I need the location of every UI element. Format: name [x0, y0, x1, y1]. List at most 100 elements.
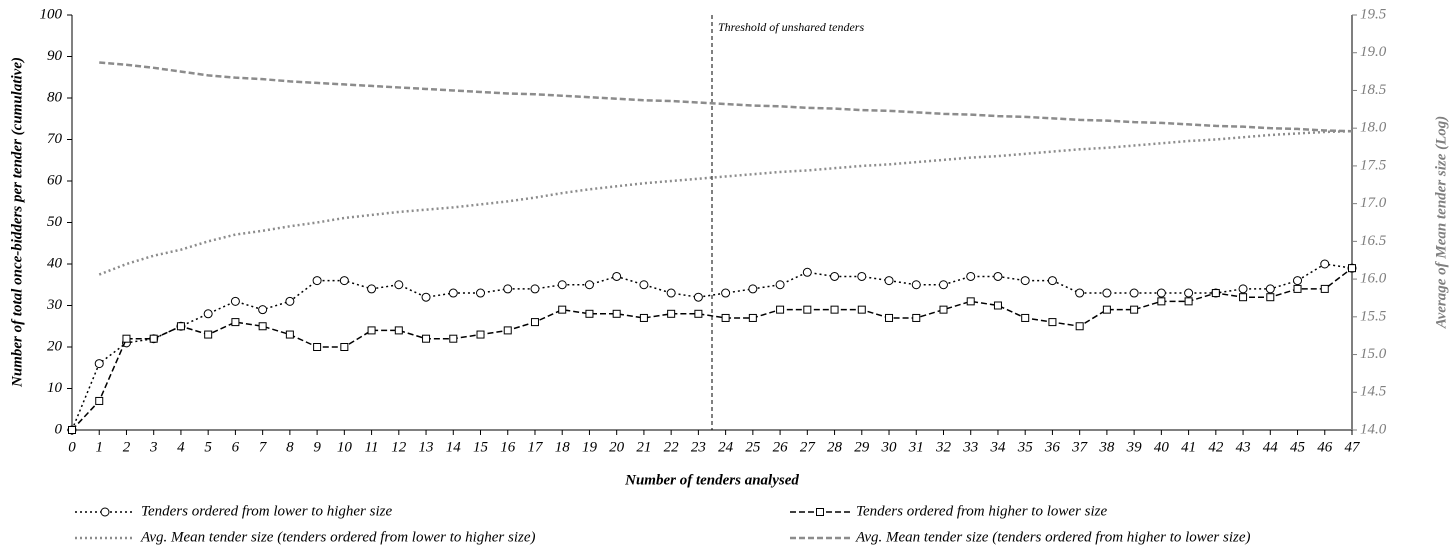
x-tick-label: 0 — [68, 439, 76, 455]
x-tick-label: 1 — [95, 439, 103, 455]
data-point — [530, 318, 539, 327]
x-tick-label: 35 — [1017, 439, 1034, 455]
threshold-label: Threshold of unshared tenders — [718, 20, 864, 34]
y2-axis-label: Average of Mean tender size (Log) — [1433, 116, 1449, 330]
data-point — [1075, 288, 1085, 298]
data-point — [584, 280, 594, 290]
y-axis-label: Number of total once-bidders per tender … — [9, 57, 25, 388]
y-tick-label: 0 — [55, 421, 63, 437]
data-point — [1239, 293, 1248, 302]
y-tick-label: 70 — [47, 131, 63, 147]
data-point — [230, 296, 240, 306]
x-tick-label: 26 — [773, 439, 789, 455]
x-tick-label: 42 — [1208, 439, 1224, 455]
x-tick-label: 21 — [636, 439, 651, 455]
y-tick-label: 30 — [46, 297, 63, 313]
y-tick-label: 10 — [47, 380, 63, 396]
x-tick-label: 23 — [691, 439, 706, 455]
data-point — [68, 426, 76, 434]
x-tick-label: 17 — [527, 439, 544, 455]
x-tick-label: 13 — [419, 439, 434, 455]
data-point — [666, 288, 676, 298]
x-tick-label: 32 — [935, 439, 952, 455]
data-point — [176, 322, 185, 331]
x-tick-label: 38 — [1098, 439, 1115, 455]
x-tick-label: 41 — [1181, 439, 1196, 455]
data-point — [203, 309, 213, 319]
y-tick-label: 20 — [47, 338, 63, 354]
data-point — [884, 276, 894, 286]
data-point — [966, 297, 975, 306]
data-point — [313, 343, 322, 351]
x-tick-label: 28 — [827, 439, 843, 455]
x-tick-label: 44 — [1263, 439, 1279, 455]
y2-tick-label: 19.5 — [1360, 6, 1387, 22]
y-tick-label: 80 — [47, 89, 63, 105]
data-point — [476, 330, 485, 339]
x-tick-label: 45 — [1290, 439, 1306, 455]
x-tick-label: 19 — [582, 439, 598, 455]
data-point — [939, 305, 948, 314]
x-tick-label: 39 — [1126, 439, 1143, 455]
x-tick-label: 11 — [365, 439, 379, 455]
data-point — [285, 330, 294, 339]
data-point — [721, 288, 731, 298]
data-point — [1157, 297, 1166, 306]
data-point — [966, 271, 976, 281]
x-tick-label: 18 — [555, 439, 571, 455]
data-point — [340, 343, 349, 351]
data-point — [802, 267, 812, 277]
data-point — [1266, 293, 1275, 302]
series-line — [99, 61, 1353, 133]
data-point — [94, 359, 104, 369]
data-point — [1293, 276, 1303, 286]
data-point — [803, 305, 812, 314]
x-tick-label: 6 — [232, 439, 240, 455]
data-point — [1211, 289, 1220, 298]
data-point — [993, 301, 1002, 310]
data-point — [1320, 284, 1329, 293]
y2-tick-label: 15.0 — [1360, 346, 1387, 362]
legend-label: Tenders ordered from lower to higher siz… — [141, 503, 392, 519]
x-tick-label: 5 — [204, 439, 212, 455]
x-tick-label: 46 — [1317, 439, 1333, 455]
x-tick-label: 9 — [313, 439, 321, 455]
data-point — [1320, 259, 1330, 269]
x-tick-label: 36 — [1044, 439, 1061, 455]
x-tick-label: 30 — [881, 439, 898, 455]
data-point — [1047, 276, 1057, 286]
data-point — [422, 334, 431, 343]
x-tick-label: 10 — [337, 439, 353, 455]
x-tick-label: 29 — [854, 439, 870, 455]
data-point — [748, 313, 757, 322]
data-point — [912, 313, 921, 322]
data-point — [830, 271, 840, 281]
data-point — [911, 280, 921, 290]
data-point — [993, 271, 1003, 281]
x-tick-label: 2 — [123, 439, 131, 455]
y-tick-label: 50 — [47, 214, 63, 230]
x-tick-label: 7 — [259, 439, 268, 455]
x-tick-label: 12 — [391, 439, 407, 455]
y2-tick-label: 15.5 — [1360, 308, 1387, 324]
x-axis-label: Number of tenders analysed — [624, 472, 799, 488]
y-tick-label: 60 — [47, 172, 63, 188]
x-tick-label: 22 — [664, 439, 680, 455]
data-point — [721, 313, 730, 322]
x-tick-label: 27 — [800, 439, 817, 455]
data-point — [557, 280, 567, 290]
data-point — [122, 334, 131, 343]
y2-tick-label: 17.5 — [1360, 157, 1387, 173]
data-point — [694, 309, 703, 318]
legend-marker — [100, 507, 110, 517]
data-point — [775, 280, 785, 290]
data-point — [776, 305, 785, 314]
data-point — [339, 276, 349, 286]
x-tick-label: 37 — [1071, 439, 1089, 455]
x-tick-label: 16 — [500, 439, 516, 455]
x-tick-label: 43 — [1236, 439, 1251, 455]
data-point — [667, 309, 676, 318]
x-tick-label: 33 — [962, 439, 978, 455]
data-point — [1156, 288, 1166, 298]
